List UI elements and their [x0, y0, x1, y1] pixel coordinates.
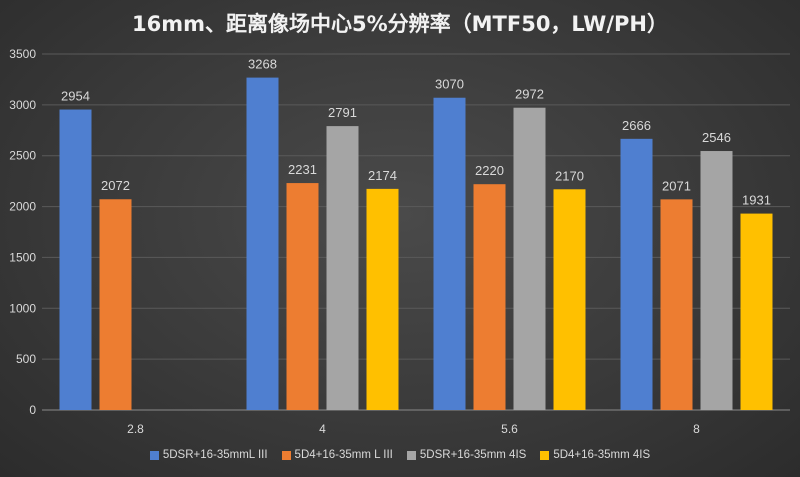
legend-swatch [406, 450, 416, 460]
bar [286, 183, 319, 410]
data-label: 2174 [368, 168, 397, 183]
data-label: 2791 [328, 105, 357, 120]
bar [473, 184, 506, 410]
data-label: 2666 [622, 118, 651, 133]
y-tick-label: 500 [16, 352, 36, 366]
y-tick-label: 0 [29, 403, 36, 417]
y-tick-label: 3500 [9, 47, 36, 61]
y-tick-label: 1500 [9, 250, 36, 264]
y-tick-label: 2000 [9, 200, 36, 214]
x-tick-label: 5.6 [501, 422, 518, 436]
bar [660, 199, 693, 410]
bar [700, 151, 733, 410]
y-tick-label: 2500 [9, 149, 36, 163]
x-tick-label: 8 [693, 422, 700, 436]
data-label: 2546 [702, 130, 731, 145]
legend-label: 5D4+16-35mm 4IS [553, 449, 651, 461]
legend: 5DSR+16-35mmL III 5D4+16-35mm L III 5DSR+1… [0, 449, 800, 461]
legend-item: 5D4+16-35mm L III [281, 449, 393, 461]
bar [620, 138, 653, 410]
data-label: 2972 [515, 87, 544, 102]
bar [513, 107, 546, 410]
bar [59, 109, 92, 410]
data-label: 3268 [248, 57, 277, 72]
bar [366, 188, 399, 410]
data-label: 2954 [61, 89, 90, 104]
data-label: 2220 [475, 163, 504, 178]
data-label: 2071 [662, 178, 691, 193]
data-label: 2231 [288, 162, 317, 177]
legend-label: 5DSR+16-35mm 4IS [419, 449, 527, 461]
legend-item: 5DSR+16-35mmL III [149, 449, 268, 461]
bar [326, 126, 359, 411]
legend-swatch [281, 450, 291, 460]
data-label: 2072 [101, 178, 130, 193]
legend-swatch [149, 450, 159, 460]
x-tick-label: 4 [319, 422, 326, 436]
data-label: 2170 [555, 168, 584, 183]
y-tick-label: 1000 [9, 301, 36, 315]
bar [553, 189, 586, 410]
data-label: 3070 [435, 77, 464, 92]
legend-item: 5D4+16-35mm 4IS [540, 449, 650, 461]
legend-item: 5DSR+16-35mm 4IS [406, 449, 527, 461]
bar [246, 77, 279, 410]
legend-label: 5D4+16-35mm L III [294, 449, 393, 461]
bar [433, 97, 466, 410]
bar [740, 213, 773, 410]
legend-swatch [540, 450, 550, 460]
chart-title: 16mm、距离像场中心5%分辨率（MTF50，LW/PH） [132, 12, 668, 36]
data-label: 1931 [742, 193, 771, 208]
x-tick-label: 2.8 [127, 422, 144, 436]
legend-label: 5DSR+16-35mmL III [162, 449, 268, 461]
y-tick-label: 3000 [9, 98, 36, 112]
bar [99, 199, 132, 410]
